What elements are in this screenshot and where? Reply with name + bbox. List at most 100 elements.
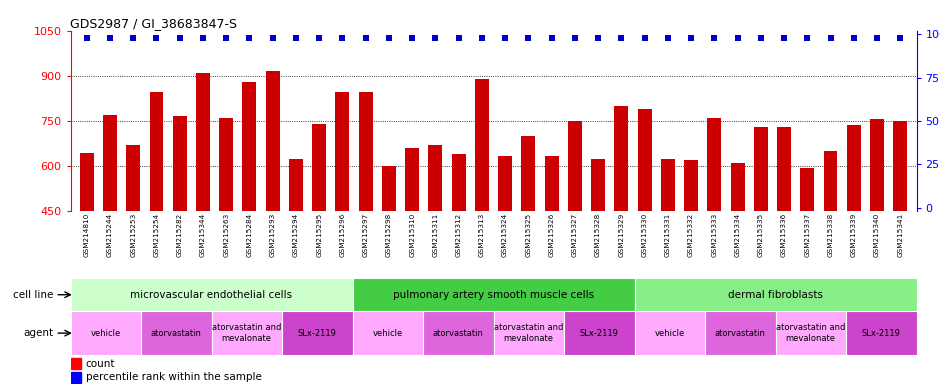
Bar (475, 79, 489, 211)
Bar (212, 311, 282, 355)
Bar (149, 93, 164, 211)
Bar (352, 311, 423, 355)
Point (497, 35, 512, 41)
Text: dermal fibroblasts: dermal fibroblasts (728, 290, 823, 300)
Point (521, 35, 536, 41)
Text: atorvastatin and
mevalonate: atorvastatin and mevalonate (494, 323, 563, 343)
Point (126, 35, 141, 41)
Bar (754, 127, 768, 211)
Text: atorvastatin and
mevalonate: atorvastatin and mevalonate (776, 323, 845, 343)
Point (475, 35, 490, 41)
Bar (705, 311, 776, 355)
Bar (359, 93, 372, 211)
Text: atorvastatin: atorvastatin (714, 329, 766, 338)
Bar (823, 151, 838, 211)
Point (776, 35, 791, 41)
Bar (591, 159, 605, 211)
Point (823, 35, 838, 41)
Point (707, 35, 722, 41)
Point (265, 35, 280, 41)
Point (219, 35, 234, 41)
Point (358, 35, 373, 41)
Text: vehicle: vehicle (372, 329, 403, 338)
Point (312, 35, 327, 41)
Point (242, 35, 257, 41)
Text: microvascular endothelial cells: microvascular endothelial cells (131, 290, 292, 300)
Text: vehicle: vehicle (654, 329, 685, 338)
Bar (893, 121, 907, 211)
Bar (870, 119, 884, 211)
Point (568, 35, 583, 41)
Point (800, 35, 815, 41)
Bar (70, 372, 81, 382)
Bar (196, 73, 210, 211)
Point (683, 35, 698, 41)
Text: atorvastatin and
mevalonate: atorvastatin and mevalonate (212, 323, 281, 343)
Point (660, 35, 675, 41)
Bar (382, 166, 396, 211)
Bar (219, 118, 233, 211)
Text: atorvastatin: atorvastatin (432, 329, 484, 338)
Bar (70, 278, 352, 311)
Bar (634, 278, 916, 311)
Bar (544, 156, 558, 211)
Point (870, 35, 885, 41)
Bar (846, 311, 916, 355)
Bar (282, 311, 352, 355)
Bar (800, 167, 814, 211)
Point (637, 35, 652, 41)
Text: SLx-2119: SLx-2119 (298, 329, 337, 338)
Bar (634, 311, 705, 355)
Bar (429, 145, 443, 211)
Bar (637, 109, 651, 211)
Bar (494, 311, 564, 355)
Bar (661, 159, 675, 211)
Point (730, 35, 745, 41)
Bar (707, 118, 721, 211)
Point (335, 35, 350, 41)
Text: count: count (86, 359, 116, 369)
Bar (352, 278, 634, 311)
Point (428, 35, 443, 41)
Point (614, 35, 629, 41)
Point (544, 35, 559, 41)
Bar (70, 358, 81, 369)
Bar (730, 163, 744, 211)
Bar (498, 156, 512, 211)
Bar (243, 82, 257, 211)
Point (79, 35, 94, 41)
Bar (405, 148, 419, 211)
Bar (126, 145, 140, 211)
Bar (312, 124, 326, 211)
Text: SLx-2119: SLx-2119 (862, 329, 901, 338)
Bar (423, 311, 494, 355)
Bar (336, 93, 350, 211)
Point (289, 35, 304, 41)
Bar (80, 152, 94, 211)
Bar (847, 126, 861, 211)
Bar (173, 116, 187, 211)
Bar (451, 154, 465, 211)
Bar (568, 121, 582, 211)
Point (590, 35, 605, 41)
Bar (777, 127, 791, 211)
Point (451, 35, 466, 41)
Bar (684, 160, 698, 211)
Bar (289, 159, 303, 211)
Text: SLx-2119: SLx-2119 (580, 329, 619, 338)
Point (753, 35, 768, 41)
Bar (141, 311, 212, 355)
Text: agent: agent (24, 328, 54, 338)
Point (102, 35, 118, 41)
Point (196, 35, 211, 41)
Text: percentile rank within the sample: percentile rank within the sample (86, 372, 261, 382)
Text: GDS2987 / GI_38683847-S: GDS2987 / GI_38683847-S (70, 17, 238, 30)
Bar (103, 115, 117, 211)
Bar (776, 311, 846, 355)
Point (149, 35, 164, 41)
Text: pulmonary artery smooth muscle cells: pulmonary artery smooth muscle cells (393, 290, 594, 300)
Text: cell line: cell line (13, 290, 54, 300)
Text: atorvastatin: atorvastatin (150, 329, 202, 338)
Bar (522, 136, 536, 211)
Point (172, 35, 187, 41)
